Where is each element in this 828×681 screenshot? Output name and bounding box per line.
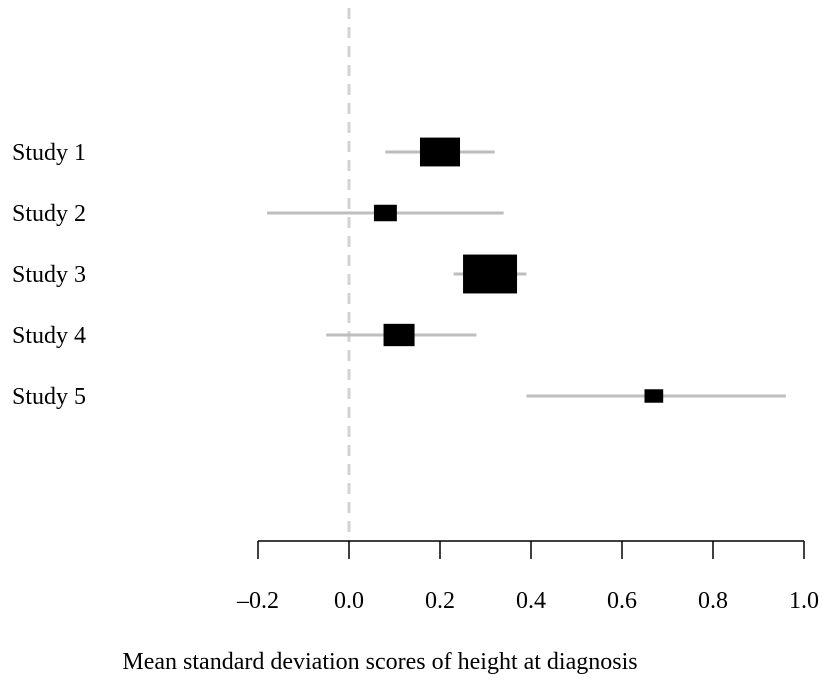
point-estimate-layer [373, 137, 664, 403]
x-tick-label: –0.2 [236, 588, 279, 614]
x-tick-label: 0.6 [607, 588, 637, 614]
x-axis-title: Mean standard deviation scores of height… [122, 649, 637, 675]
x-tick-label: 0.0 [334, 588, 364, 614]
x-axis: –0.2 0.0 0.2 0.4 0.6 0.8 1.0 [236, 540, 819, 614]
x-tick-label: 0.4 [516, 588, 546, 614]
study-label: Study 4 [12, 323, 86, 349]
point-estimate-box [373, 204, 397, 222]
point-estimate-box [419, 137, 461, 167]
x-tick-label: 0.8 [698, 588, 728, 614]
study-label: Study 5 [12, 384, 86, 410]
study-label: Study 1 [12, 140, 86, 166]
study-label: Study 3 [12, 262, 86, 288]
point-estimate-box [383, 323, 415, 347]
study-label-layer: Study 1 Study 2 Study 3 Study 4 Study 5 [12, 140, 86, 410]
study-label: Study 2 [12, 201, 86, 227]
point-estimate-box [644, 389, 664, 403]
confidence-interval-layer [267, 150, 786, 398]
point-estimate-box [463, 254, 518, 294]
x-tick-label: 1.0 [789, 588, 819, 614]
x-tick-label: 0.2 [425, 588, 455, 614]
